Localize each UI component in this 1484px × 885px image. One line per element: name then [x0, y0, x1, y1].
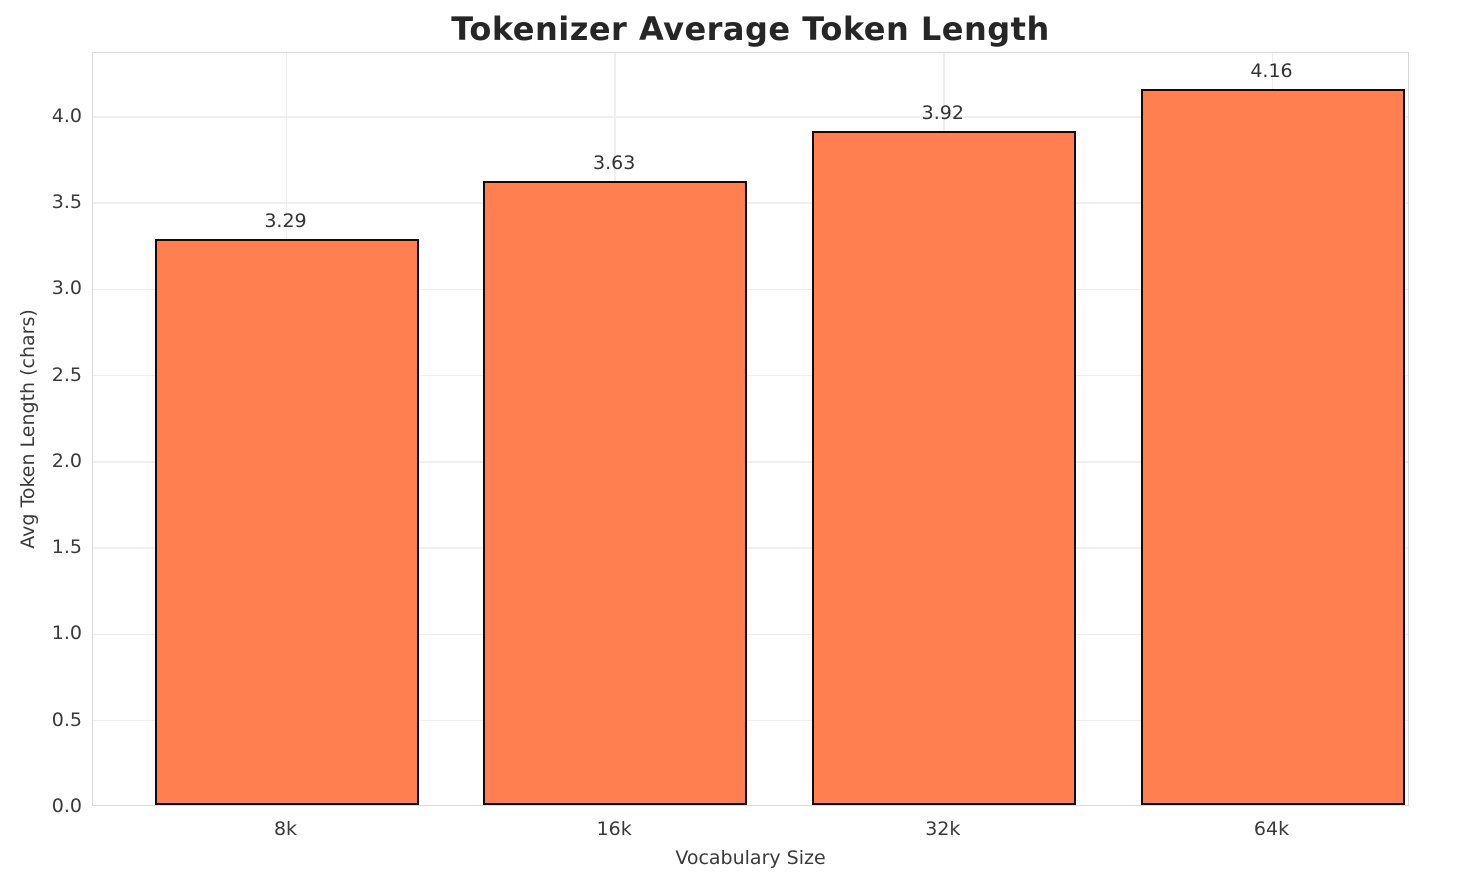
- gridline-horizontal: [93, 116, 1408, 118]
- gridline-horizontal: [93, 202, 1408, 204]
- gridline-horizontal: [93, 633, 1408, 636]
- y-tick-label: 1.5: [51, 536, 82, 559]
- y-axis-label: Avg Token Length (chars): [17, 309, 39, 549]
- y-tick-label: 2.0: [51, 449, 82, 472]
- gridline-horizontal: [93, 547, 1408, 549]
- x-axis-label: Vocabulary Size: [675, 847, 826, 869]
- gridline-horizontal: [93, 288, 1408, 291]
- bar-8k: [154, 239, 419, 806]
- bar-value-label: 3.63: [593, 151, 636, 174]
- y-tick-label: 3.0: [51, 277, 82, 300]
- x-tick-label: 8k: [273, 818, 298, 840]
- chart-title: Tokenizer Average Token Length: [451, 10, 1050, 48]
- y-tick-label: 3.5: [51, 191, 82, 214]
- gridline-horizontal: [93, 374, 1408, 377]
- y-tick-label: 0.0: [51, 795, 82, 817]
- y-tick-label: 0.5: [51, 708, 82, 731]
- gridline-horizontal: [93, 719, 1408, 722]
- bar-value-label: 3.92: [921, 101, 964, 124]
- bar-64k: [1140, 89, 1405, 806]
- y-tick-label: 1.0: [51, 622, 82, 645]
- bar-value-label: 3.29: [264, 210, 307, 233]
- x-tick-label: 16k: [596, 818, 632, 840]
- bar-32k: [811, 130, 1076, 806]
- y-tick-label: 2.5: [51, 363, 82, 386]
- x-tick-label: 32k: [925, 818, 961, 840]
- gridline-horizontal: [93, 461, 1408, 463]
- x-tick-label: 64k: [1253, 818, 1290, 840]
- bar-16k: [483, 180, 748, 806]
- plot-area: [92, 52, 1409, 806]
- y-tick-label: 4.0: [51, 104, 82, 127]
- bar-value-label: 4.16: [1250, 60, 1293, 83]
